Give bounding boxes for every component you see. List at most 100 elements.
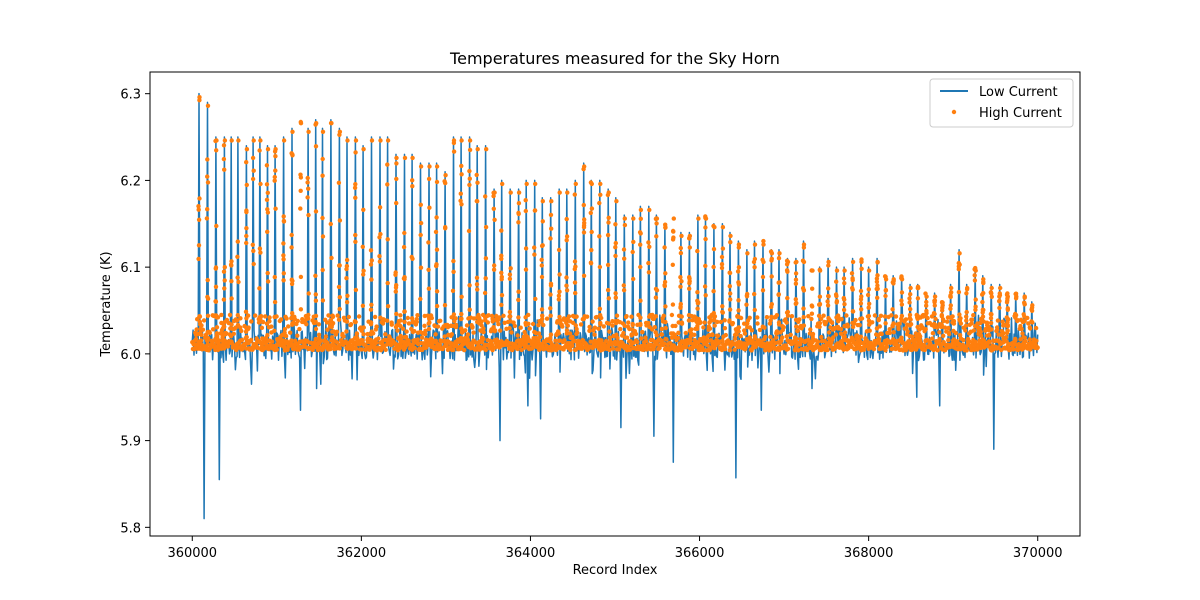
scatter-point xyxy=(197,95,202,100)
scatter-point xyxy=(752,265,757,270)
scatter-point xyxy=(467,283,472,288)
scatter-point xyxy=(695,323,700,329)
scatter-point xyxy=(679,314,684,319)
scatter-point xyxy=(883,321,888,326)
scatter-point xyxy=(874,279,880,284)
scatter-point xyxy=(320,215,325,221)
scatter-point xyxy=(558,321,564,327)
scatter-point xyxy=(451,269,456,274)
scatter-point xyxy=(866,318,872,323)
scatter-point xyxy=(442,179,447,184)
scatter-point xyxy=(385,304,391,309)
scatter-point xyxy=(564,216,569,222)
scatter-point xyxy=(414,316,419,322)
scatter-point xyxy=(352,336,358,341)
scatter-point xyxy=(235,322,241,328)
scatter-point xyxy=(418,232,423,238)
scatter-point xyxy=(438,318,443,323)
scatter-point xyxy=(891,277,896,282)
scatter-point xyxy=(774,335,779,340)
scatter-point xyxy=(1030,303,1035,308)
scatter-point xyxy=(306,186,311,191)
scatter-point xyxy=(229,279,234,284)
scatter-point xyxy=(508,319,513,324)
scatter-point xyxy=(482,290,488,296)
scatter-point xyxy=(532,252,537,257)
scatter-point xyxy=(924,303,929,308)
scatter-point xyxy=(581,202,586,208)
scatter-point xyxy=(587,324,592,330)
scatter-point xyxy=(244,240,249,246)
scatter-point xyxy=(360,244,365,249)
scatter-point xyxy=(686,318,692,323)
scatter-point xyxy=(946,338,951,343)
scatter-point xyxy=(752,291,757,297)
scatter-point xyxy=(328,318,333,324)
scatter-point xyxy=(359,347,365,352)
scatter-point xyxy=(410,342,415,347)
scatter-point xyxy=(558,318,563,323)
scatter-point xyxy=(858,288,864,294)
scatter-point xyxy=(540,313,545,318)
scatter-point xyxy=(337,263,342,268)
scatter-point xyxy=(688,337,693,342)
series-line-group xyxy=(191,92,1039,520)
scatter-point xyxy=(516,190,522,195)
scatter-point xyxy=(429,315,434,321)
scatter-point xyxy=(670,302,676,307)
scatter-point xyxy=(594,314,599,320)
scatter-point xyxy=(721,334,726,339)
scatter-point xyxy=(205,180,211,185)
scatter-point xyxy=(957,251,962,256)
scatter-point xyxy=(434,289,440,294)
scatter-point xyxy=(499,277,504,282)
scatter-point xyxy=(1004,330,1010,336)
scatter-point xyxy=(997,293,1003,298)
scatter-point xyxy=(621,247,627,252)
scatter-point xyxy=(267,315,272,320)
scatter-point xyxy=(410,178,415,183)
scatter-point xyxy=(214,223,219,229)
scatter-point xyxy=(853,317,858,323)
scatter-point xyxy=(1003,335,1009,340)
scatter-point xyxy=(540,316,545,322)
scatter-point xyxy=(378,315,383,320)
scatter-point xyxy=(281,253,286,258)
scatter-point xyxy=(801,242,807,247)
scatter-point xyxy=(801,259,807,265)
scatter-point xyxy=(1029,308,1035,313)
scatter-point xyxy=(777,251,782,256)
scatter-point xyxy=(499,256,504,261)
scatter-point xyxy=(896,343,901,348)
scatter-point xyxy=(922,329,927,334)
scatter-point xyxy=(663,319,668,325)
scatter-point xyxy=(712,323,717,328)
scatter-point xyxy=(523,322,529,327)
scatter-point xyxy=(793,317,799,322)
scatter-point xyxy=(533,296,538,302)
scatter-point xyxy=(423,337,429,342)
scatter-point xyxy=(298,307,304,312)
scatter-point xyxy=(994,328,999,334)
scatter-point xyxy=(590,319,595,324)
scatter-point xyxy=(385,280,390,286)
scatter-point xyxy=(475,180,480,185)
scatter-point xyxy=(205,341,210,347)
scatter-point xyxy=(377,259,383,264)
scatter-point xyxy=(538,334,543,340)
scatter-point xyxy=(735,314,740,319)
scatter-point xyxy=(610,319,615,324)
scatter-point xyxy=(890,307,895,312)
scatter-point xyxy=(638,315,643,320)
scatter-point xyxy=(250,155,256,161)
scatter-point xyxy=(776,292,781,297)
scatter-point xyxy=(582,164,587,169)
scatter-point xyxy=(316,332,322,337)
scatter-point xyxy=(866,268,872,273)
scatter-point xyxy=(988,312,994,317)
scatter-point xyxy=(826,330,832,335)
scatter-point xyxy=(656,337,662,342)
scatter-point xyxy=(323,334,329,339)
scatter-point xyxy=(581,230,587,235)
scatter-point xyxy=(785,313,791,318)
